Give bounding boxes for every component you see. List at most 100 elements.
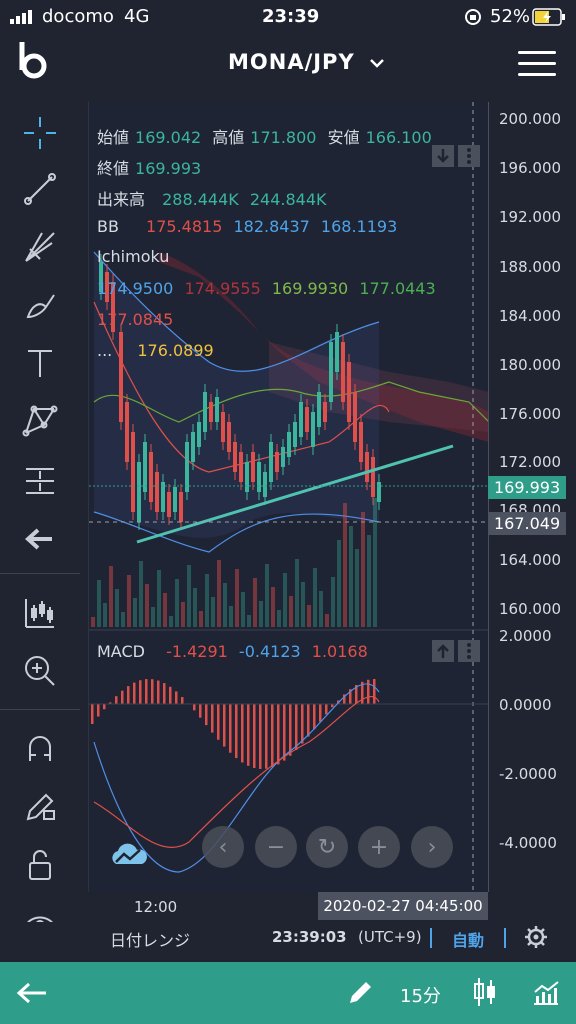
indicators-icon[interactable]	[532, 978, 560, 1006]
macd-histogram-bar	[169, 686, 172, 704]
menu-icon[interactable]	[518, 51, 556, 77]
macd-histogram-bar	[181, 697, 184, 704]
candle-body	[173, 487, 177, 512]
candle-body	[251, 452, 255, 482]
zoom-in-icon	[25, 656, 55, 686]
candle-body	[263, 472, 267, 497]
macd-histogram-bar	[241, 704, 244, 763]
macd-histogram-bar	[343, 694, 346, 704]
volume-bar	[115, 589, 119, 627]
reset-view-button[interactable]: ↻	[306, 826, 348, 868]
crosshair-tool[interactable]	[14, 109, 66, 157]
volume-bar	[151, 607, 155, 627]
carrier-label: docomo	[42, 6, 114, 27]
volume-bar	[241, 592, 245, 627]
candle-body	[99, 262, 103, 292]
candle-body	[365, 452, 369, 482]
volume-bar	[193, 588, 197, 627]
timezone-label[interactable]: (UTC+9)	[358, 928, 422, 946]
volume-bar	[163, 593, 167, 627]
volume-bar	[91, 617, 95, 627]
magnet-icon	[29, 736, 51, 761]
app-logo-icon[interactable]	[16, 40, 52, 80]
candle-body	[239, 452, 243, 482]
candle-body	[287, 432, 291, 457]
candle-body	[197, 422, 201, 447]
volume-bar	[247, 615, 251, 627]
chart-panel[interactable]	[88, 102, 489, 892]
open-label: 始値	[97, 128, 130, 147]
settings-gear-icon[interactable]	[524, 925, 548, 949]
low-value: 166.100	[365, 128, 432, 147]
macd-legend: MACD -1.4291 -0.4123 1.0168	[97, 642, 374, 661]
candle-body	[329, 342, 333, 402]
measure-tool[interactable]	[14, 457, 66, 505]
macd-histogram-bar	[193, 704, 196, 711]
macd-axis-label: 2.0000	[499, 627, 552, 645]
back-arrow-icon[interactable]	[16, 980, 48, 1006]
ichimoku-values: 174.9500 174.9555 169.9930 177.0443	[97, 279, 442, 298]
scroll-left-button[interactable]: ‹	[202, 826, 244, 868]
candle-body	[335, 332, 339, 372]
chevron-left-icon: ‹	[218, 834, 228, 860]
macd-signal-line	[93, 695, 380, 848]
volume-bar	[373, 498, 377, 627]
collapse-toolbar-button[interactable]	[14, 515, 66, 563]
candle-body	[131, 432, 135, 512]
candle-body	[167, 492, 171, 517]
auto-scale-button[interactable]: 自動	[452, 931, 485, 950]
macd-histogram-bar	[289, 704, 292, 756]
scroll-right-button[interactable]: ›	[411, 826, 453, 868]
macd-histogram-bar	[175, 691, 178, 704]
brush-tool[interactable]	[14, 281, 66, 329]
fan-tool[interactable]	[14, 223, 66, 271]
price-chart[interactable]	[89, 102, 489, 892]
candle-body	[323, 402, 327, 422]
volume-bar	[205, 574, 209, 627]
macd-histogram-bar	[277, 704, 280, 765]
ichimoku-value-3: 169.9930	[271, 279, 349, 298]
volume-bar	[187, 565, 191, 627]
candle-body	[105, 272, 109, 302]
candle-body	[281, 447, 285, 467]
text-tool[interactable]	[14, 339, 66, 387]
pattern-icon	[22, 405, 58, 437]
indicator-tool[interactable]	[14, 589, 66, 637]
macd-value-1: -1.4291	[166, 642, 228, 661]
pattern-tool[interactable]	[14, 397, 66, 445]
volume-bar	[277, 610, 281, 627]
candle-body	[305, 407, 309, 432]
rotation-lock-icon	[465, 9, 481, 25]
macd-histogram-bar	[253, 704, 256, 768]
volume-bar	[283, 573, 287, 627]
candle-body	[377, 482, 381, 502]
pair-label: MONA/JPY	[228, 50, 355, 74]
zoom-in-button[interactable]: +	[358, 826, 400, 868]
trendline-tool[interactable]	[14, 165, 66, 213]
macd-histogram-bar	[235, 704, 238, 759]
chevron-down-icon	[370, 59, 384, 68]
candle-type-icon[interactable]	[472, 976, 498, 1008]
ichimoku-value-6: 176.0899	[137, 341, 214, 360]
lock-drawing-tool[interactable]	[14, 783, 66, 831]
zoom-out-button[interactable]: −	[255, 826, 297, 868]
pair-selector[interactable]: MONA/JPY	[228, 50, 385, 74]
ichimoku-value-1: 174.9500	[97, 279, 174, 298]
unlock-tool[interactable]	[14, 841, 66, 889]
volume-bar	[223, 583, 227, 627]
macd-histogram-bar	[367, 679, 370, 704]
magnet-tool[interactable]	[14, 725, 66, 773]
low-label: 安値	[327, 128, 360, 147]
signal-icon	[10, 10, 32, 24]
volume-bar	[313, 568, 317, 627]
interval-button[interactable]: 15分	[400, 986, 441, 1007]
date-range-button[interactable]: 日付レンジ	[110, 931, 191, 950]
candle-body	[311, 412, 315, 447]
macd-histogram-bar	[373, 679, 376, 704]
macd-histogram-bar	[103, 704, 106, 710]
chikou-line	[93, 381, 489, 423]
volume-bar	[97, 580, 101, 627]
candle-body	[155, 472, 159, 512]
zoom-tool[interactable]	[14, 647, 66, 695]
pencil-icon[interactable]	[346, 979, 374, 1007]
